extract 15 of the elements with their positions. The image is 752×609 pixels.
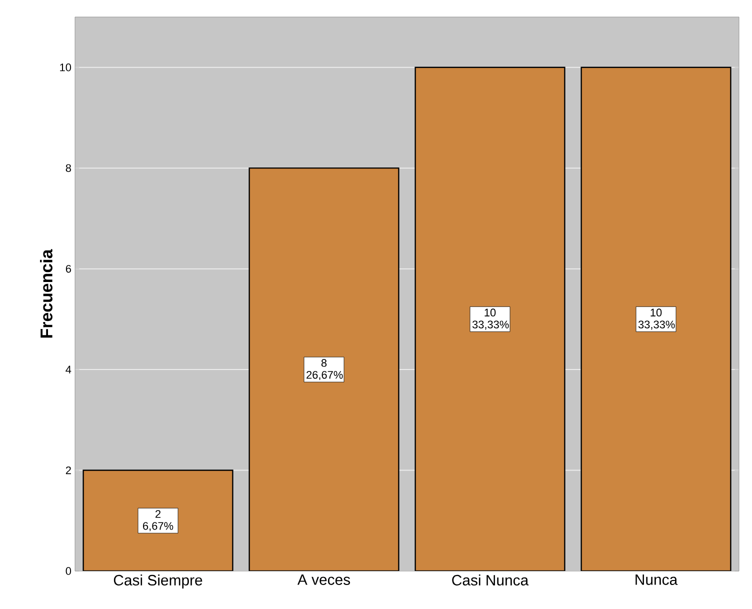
x-tick-label: Casi Siempre xyxy=(114,574,202,588)
x-tick-label: Casi Nunca xyxy=(452,574,529,586)
x-tick-label: A veces xyxy=(297,574,350,585)
y-tick-label: 2 xyxy=(66,466,71,474)
y-tick-label: 8 xyxy=(66,164,71,172)
y-tick-label: 4 xyxy=(66,366,72,374)
data-label: 2 6,67% xyxy=(143,510,174,532)
y-tick-label: 10 xyxy=(60,63,72,72)
y-tick-label: 0 xyxy=(66,567,72,575)
y-tick-label: 6 xyxy=(66,264,71,273)
y-axis-title: Frecuencia xyxy=(40,249,52,338)
x-tick-label: Nunca xyxy=(636,574,678,585)
data-label: 10 33,33% xyxy=(638,308,675,330)
data-label: 8 26,67% xyxy=(306,359,343,380)
data-label: 10 33,33% xyxy=(472,308,509,330)
